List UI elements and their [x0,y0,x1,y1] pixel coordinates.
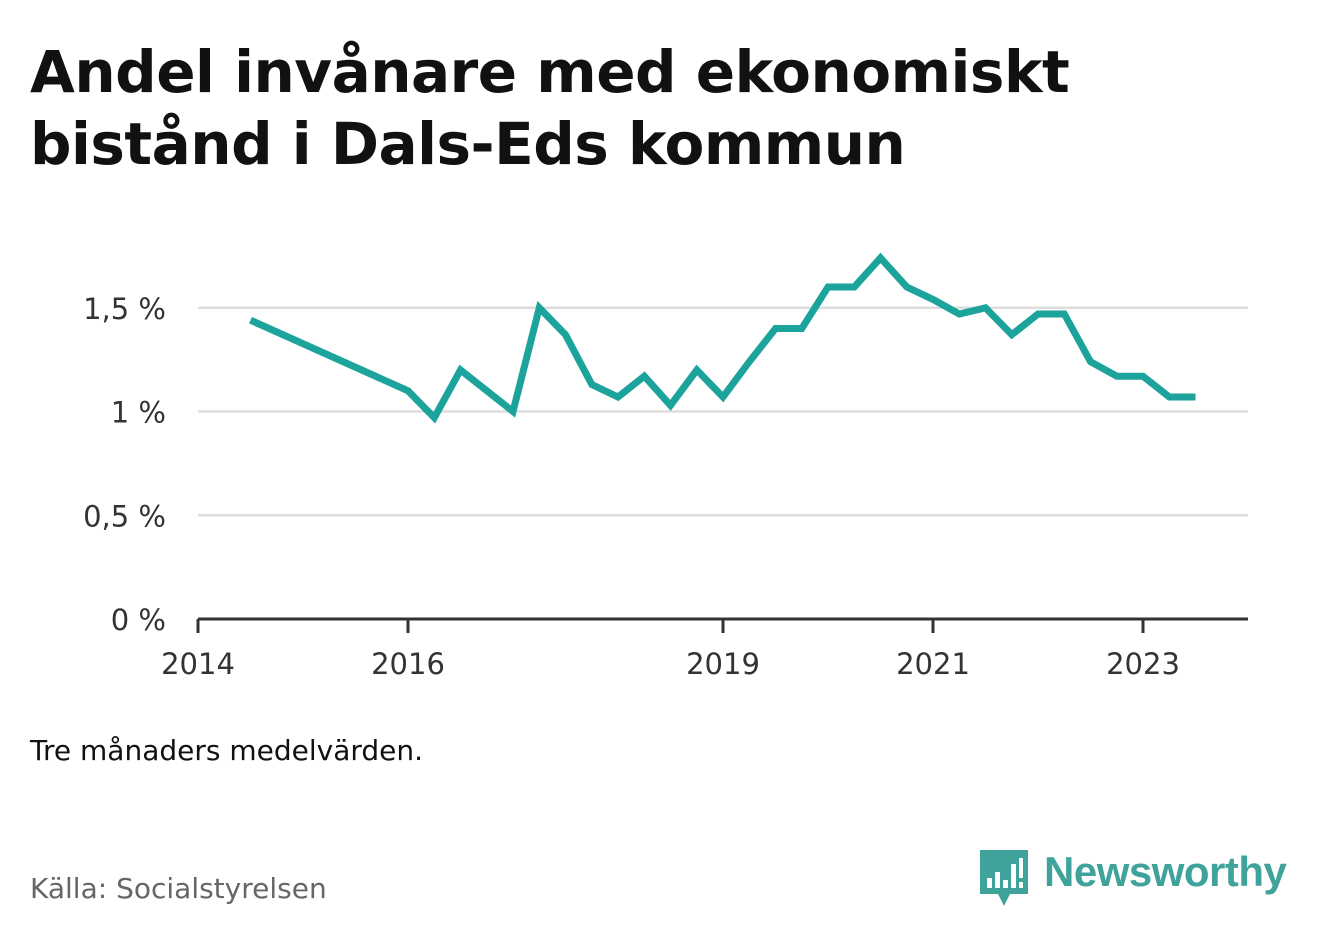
series-line [249,252,1196,424]
series-points [247,254,1199,421]
y-tick-label: 0,5 % [83,499,166,533]
newsworthy-chart-bubble-icon [980,850,1028,906]
grid-lines [198,306,1248,517]
x-axis [196,617,1248,633]
chart-title: Andel invånare med ekonomiskt bistånd i … [30,38,1070,178]
series-layer [247,252,1199,424]
chart-note: Tre månaders medelvärden. [30,734,424,767]
y-axis-labels: 0 % 0,5 % 1 % 1,5 % [83,292,166,637]
y-tick-label: 1,5 % [83,292,166,326]
brand-name: Newsworthy [1044,848,1287,895]
x-tick-label: 2019 [686,647,760,681]
source-credit: Källa: Socialstyrelsen [30,872,327,905]
y-tick-label: 1 % [111,396,166,430]
brand-logo[interactable]: Newsworthy [978,848,1287,912]
x-axis-labels: 2014 2016 2019 2021 2023 [161,647,1180,681]
x-tick-label: 2014 [161,647,235,681]
x-tick-label: 2023 [1106,647,1180,681]
x-tick-label: 2016 [371,647,445,681]
x-tick-label: 2021 [896,647,970,681]
y-tick-label: 0 % [111,603,166,637]
